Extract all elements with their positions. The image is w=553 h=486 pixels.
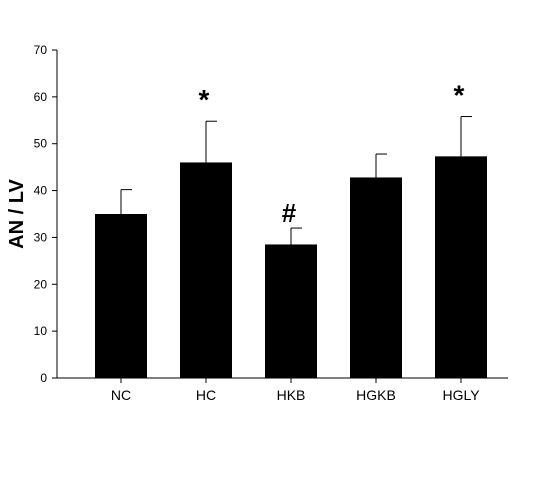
y-tick-label: 20 xyxy=(34,277,48,291)
bar-hgly xyxy=(435,156,487,378)
bar-nc xyxy=(95,214,147,378)
x-tick-label: HGKB xyxy=(356,387,396,403)
x-axis: NC HC HKB HGKB HGLY xyxy=(57,377,508,403)
y-axis-label: AN / LV xyxy=(6,179,28,249)
bar-hc xyxy=(180,162,232,378)
y-tick-label: 70 xyxy=(34,43,48,57)
bars-group: * # * xyxy=(95,80,487,378)
y-tick-label: 30 xyxy=(34,230,48,244)
x-tick-label: HGLY xyxy=(442,387,480,403)
significance-hash: # xyxy=(282,198,297,228)
x-tick-label: NC xyxy=(111,387,131,403)
y-tick-label: 50 xyxy=(34,137,48,151)
y-axis: 0 10 20 30 40 50 60 70 xyxy=(34,43,58,385)
x-tick-label: HKB xyxy=(277,387,306,403)
x-tick-label: HC xyxy=(196,387,216,403)
y-tick-label: 60 xyxy=(34,90,48,104)
y-tick-label: 10 xyxy=(34,324,48,338)
y-tick-label: 40 xyxy=(34,184,48,198)
significance-asterisk: * xyxy=(199,84,210,115)
y-tick-label: 0 xyxy=(40,371,47,385)
significance-asterisk: * xyxy=(454,80,465,111)
bar-hgkb xyxy=(350,177,402,378)
bar-hkb xyxy=(265,244,317,378)
